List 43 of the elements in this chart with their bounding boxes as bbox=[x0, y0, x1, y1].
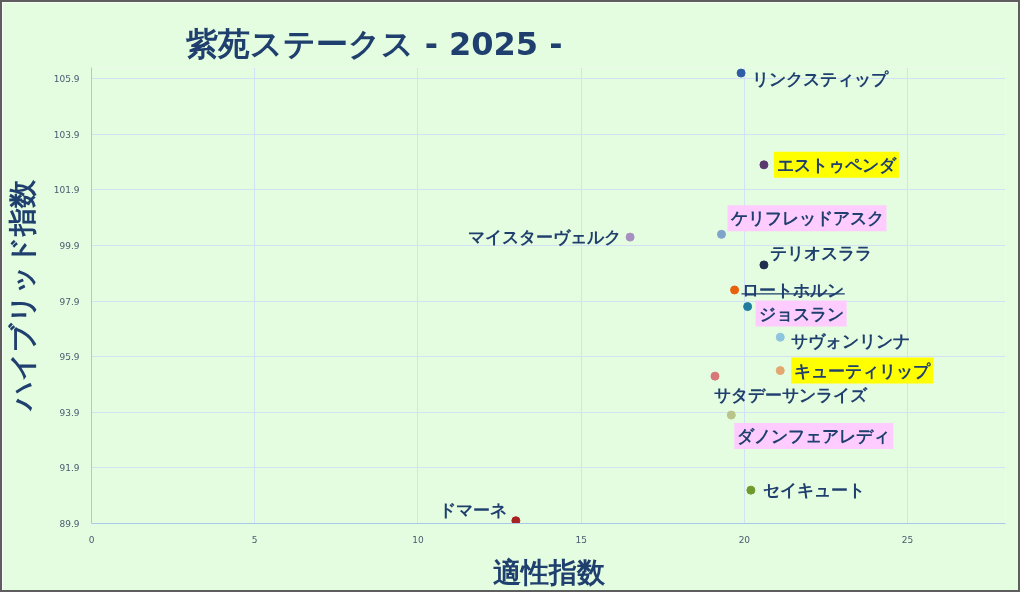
series-label: テリオスララ bbox=[769, 242, 872, 263]
point bbox=[736, 68, 746, 78]
series-label: キューティリップ bbox=[794, 360, 932, 381]
point bbox=[743, 302, 753, 312]
y-tick-label: 95.9 bbox=[59, 352, 80, 363]
series-label: ドマーネ bbox=[438, 499, 507, 520]
y-tick-label: 91.9 bbox=[59, 463, 80, 474]
x-tick-label: 10 bbox=[412, 534, 424, 545]
x-tick-label: 15 bbox=[575, 534, 587, 545]
y-tick-label: 99.9 bbox=[59, 240, 80, 251]
y-tick-label: 93.9 bbox=[59, 407, 80, 418]
series-label: ケリフレッドアスク bbox=[729, 208, 884, 229]
point bbox=[511, 516, 521, 524]
y-tick-label: 101.9 bbox=[53, 185, 80, 196]
y-tick-label: 89.9 bbox=[59, 519, 80, 529]
series-label: サヴォンリンナ bbox=[791, 331, 911, 352]
point bbox=[746, 485, 756, 495]
series-label: ジョスラン bbox=[758, 303, 844, 324]
x-tick-label: 20 bbox=[738, 534, 751, 545]
point bbox=[625, 232, 635, 242]
series-label: ダノンフェアレディ bbox=[737, 426, 891, 447]
point bbox=[775, 366, 785, 376]
point bbox=[710, 371, 720, 381]
y-axis-title: ハイブリッド指数 bbox=[5, 179, 39, 413]
y-tick-label: 105.9 bbox=[53, 74, 80, 85]
series-label: サタデーサンライズ bbox=[713, 385, 868, 406]
series-label: エストゥペンダ bbox=[776, 154, 897, 175]
x-tick-label: 25 bbox=[901, 534, 914, 545]
point bbox=[717, 229, 727, 239]
series-label: マイスターヴェルク bbox=[468, 227, 622, 248]
series-label: リンクスティップ bbox=[752, 69, 890, 90]
y-tick-label: 97.9 bbox=[59, 296, 80, 307]
point bbox=[759, 160, 769, 170]
y-tick-label: 103.9 bbox=[53, 129, 80, 140]
point bbox=[730, 285, 740, 295]
x-axis-title: 適性指数 bbox=[492, 555, 606, 589]
point bbox=[726, 410, 736, 420]
series-label: セイキュート bbox=[762, 480, 865, 501]
point bbox=[759, 260, 769, 270]
x-tick-label: 0 bbox=[88, 534, 95, 545]
x-tick-label: 5 bbox=[251, 534, 258, 545]
point bbox=[775, 332, 785, 342]
chart-title: 紫苑ステークス - 2025 - bbox=[184, 24, 563, 63]
